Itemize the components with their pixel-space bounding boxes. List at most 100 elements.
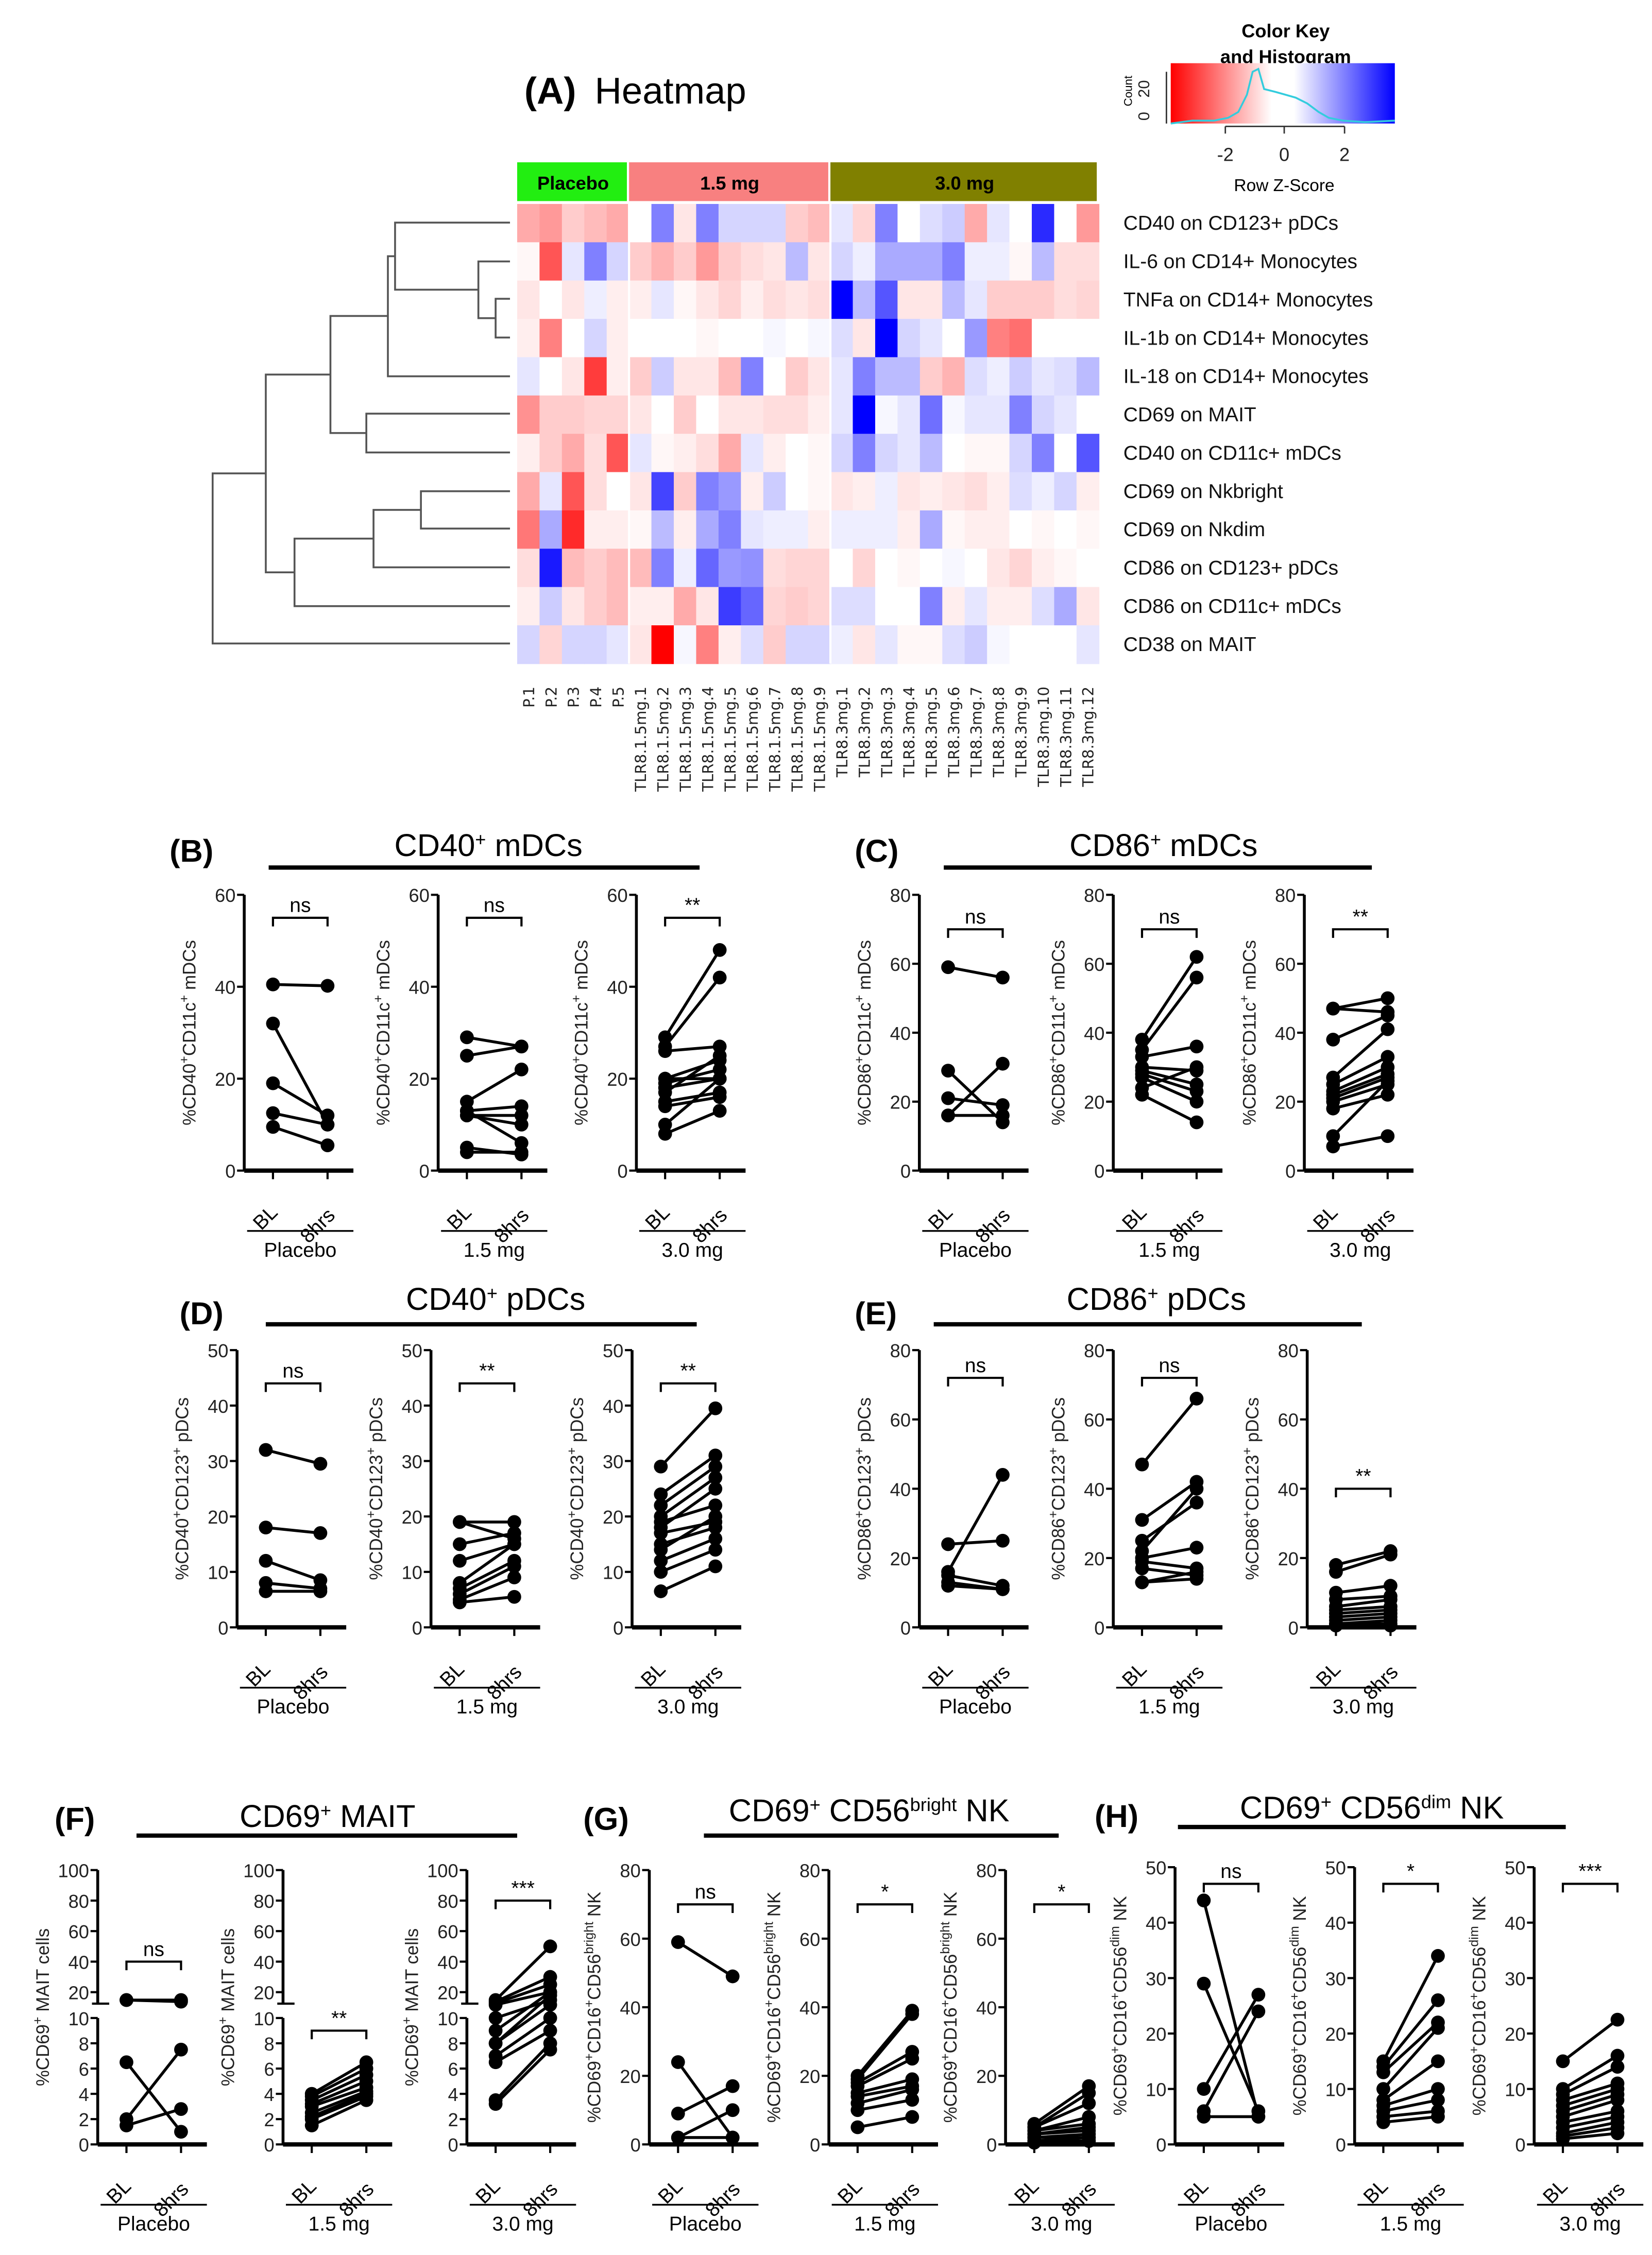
heatmap-cell xyxy=(1076,242,1100,281)
data-point-8hrs xyxy=(708,1559,723,1574)
heatmap-cell xyxy=(786,625,809,664)
y-tick-label: 20 xyxy=(1084,1092,1104,1113)
y-tick-label: 20 xyxy=(976,2066,997,2087)
data-point-bl xyxy=(1376,2065,1390,2079)
x-label-bl: BL xyxy=(1010,2175,1043,2208)
heatmap-cell xyxy=(853,625,876,664)
heatmap-cell xyxy=(674,472,697,511)
pair-line xyxy=(495,2048,552,2105)
y-tick-label: 80 xyxy=(976,1860,997,1882)
heatmap-cell xyxy=(629,280,652,319)
data-point-bl xyxy=(654,1584,668,1598)
text-segment: CD11c xyxy=(1239,1002,1259,1056)
pair-line xyxy=(1141,1480,1198,1522)
superscript: + xyxy=(1046,1447,1060,1455)
superscript: dim xyxy=(1421,1791,1451,1812)
y-tick-label: 20 xyxy=(1505,2024,1525,2045)
y-tick-label: 30 xyxy=(1146,1968,1166,1989)
data-point-8hrs xyxy=(543,1988,557,2003)
x-label-bl: BL xyxy=(924,1201,957,1234)
text-segment: CD86 xyxy=(1067,1281,1148,1317)
data-point-8hrs xyxy=(1189,1084,1204,1099)
pair-line xyxy=(857,2115,913,2129)
heatmap-cell xyxy=(629,319,652,358)
pair-line xyxy=(1562,2087,1618,2107)
heatmap-cell xyxy=(629,510,652,550)
data-point-bl xyxy=(1197,2110,1211,2124)
data-point-bl xyxy=(671,2055,685,2069)
y-tick-label: 80 xyxy=(69,1891,89,1912)
data-point-8hrs xyxy=(1431,2021,1445,2035)
y-tick-label: 0 xyxy=(631,2134,641,2156)
heatmap-cell xyxy=(808,242,831,281)
heatmap-cell xyxy=(561,549,585,588)
pair-line xyxy=(467,1146,522,1156)
heatmap-cell xyxy=(718,434,742,473)
superscript: + xyxy=(565,1447,579,1455)
heatmap-cell xyxy=(987,587,1010,626)
pair-line xyxy=(1383,2109,1438,2119)
heatmap-cell xyxy=(674,242,697,281)
data-point-8hrs xyxy=(174,2125,188,2139)
data-point-bl xyxy=(654,1526,668,1540)
data-point-8hrs xyxy=(1610,2126,1625,2141)
text-segment: NK xyxy=(585,1892,605,1922)
data-point-8hrs xyxy=(1189,1060,1204,1074)
y-tick-label: 100 xyxy=(58,1860,89,1882)
y-tick-label: 80 xyxy=(799,1860,820,1882)
y-tick-label: 0 xyxy=(218,1617,228,1638)
data-point-8hrs xyxy=(543,2024,557,2038)
superscript: + xyxy=(1108,1993,1122,2001)
superscript: + xyxy=(1240,1511,1254,1518)
pair-line xyxy=(1202,1983,1260,2112)
superscript: + xyxy=(1287,2046,1302,2054)
heatmap-cell xyxy=(561,357,585,396)
y-tick-label: 6 xyxy=(264,2059,275,2080)
heatmap-cell xyxy=(584,242,607,281)
heatmap-cell xyxy=(584,510,607,550)
text-segment: mDCs xyxy=(373,940,394,995)
superscript: + xyxy=(852,1056,866,1064)
pair-line xyxy=(660,1526,716,1546)
data-point-bl xyxy=(1329,1618,1343,1633)
pair-line xyxy=(126,1998,181,2003)
pair-line xyxy=(857,2098,913,2112)
data-point-8hrs xyxy=(1610,2048,1625,2063)
text-segment: CD16 xyxy=(1110,2000,1130,2046)
heatmap-cell xyxy=(629,625,652,664)
heatmap-title-text: Heatmap xyxy=(595,70,746,112)
row-label: IL-18 on CD14+ Monocytes xyxy=(1123,366,1369,388)
data-point-8hrs xyxy=(708,1401,723,1415)
row-label: CD69 on Nkdim xyxy=(1123,519,1265,541)
heatmap-cell xyxy=(674,280,697,319)
superscript: + xyxy=(582,2053,597,2061)
heatmap-cell xyxy=(517,625,540,664)
heatmap-cell xyxy=(539,625,563,664)
pair-line xyxy=(1562,2098,1618,2119)
color-key-histogram xyxy=(1170,67,1395,125)
pair-line xyxy=(1333,997,1388,1010)
heatmap-cell xyxy=(1076,319,1100,358)
heatmap-cell xyxy=(674,587,697,626)
heatmap-cell xyxy=(561,510,585,550)
data-point-8hrs xyxy=(313,1457,328,1471)
text-segment: mDCs xyxy=(486,827,582,863)
panel-label: (C) xyxy=(855,833,898,868)
pair-line xyxy=(948,966,1003,979)
data-point-8hrs xyxy=(313,1584,328,1598)
data-point-bl xyxy=(941,1579,955,1593)
heatmap-cell xyxy=(897,280,921,319)
heatmap-cell xyxy=(674,434,697,473)
y-axis-label: %CD86+CD123+ pDCs xyxy=(1046,1397,1068,1580)
heatmap-cell xyxy=(629,395,652,435)
heatmap-cell xyxy=(830,434,854,473)
y-axis-label: %CD40+CD123+ pDCs xyxy=(364,1397,386,1580)
pair-line xyxy=(271,1022,329,1125)
heatmap-cell xyxy=(1032,549,1055,588)
heatmap-cell xyxy=(696,280,719,319)
heatmap-cell xyxy=(897,549,921,588)
data-point-bl xyxy=(671,1935,685,1949)
y-tick-label: 0 xyxy=(1156,2134,1166,2156)
